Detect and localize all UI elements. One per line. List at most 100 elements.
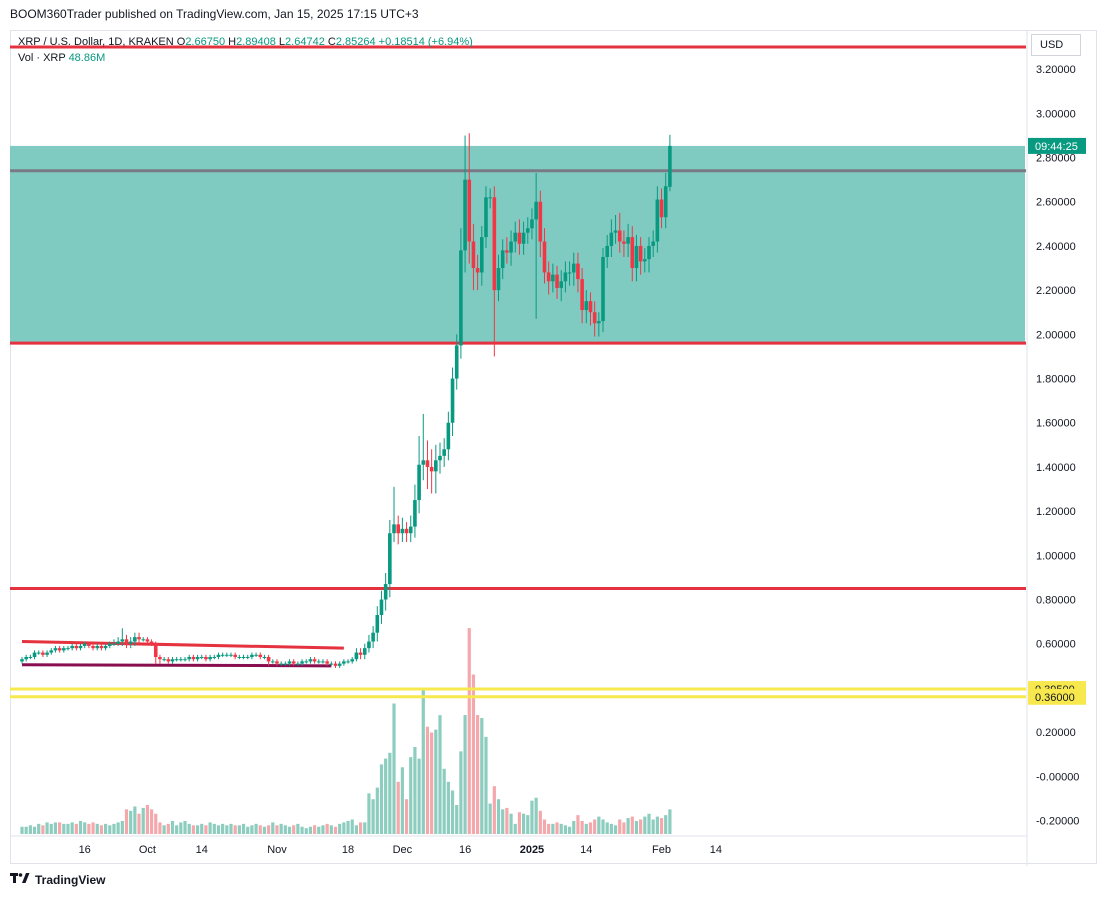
tradingview-logo-icon: [10, 872, 30, 887]
volume-bar: [555, 822, 559, 834]
candle-body: [66, 648, 70, 650]
x-tick-label: Nov: [267, 844, 287, 856]
volume-bar: [137, 813, 141, 834]
candle-body: [346, 661, 350, 663]
candle-body: [99, 645, 104, 649]
volume-bar: [300, 826, 304, 834]
candle-body: [45, 652, 49, 655]
volume-bar: [442, 768, 446, 834]
volume-legend: Vol · XRP 48.86M: [18, 52, 105, 64]
candle-body: [204, 656, 208, 660]
volume-bar: [655, 816, 659, 834]
volume-label[interactable]: Vol · XRP: [18, 52, 66, 64]
volume-bar: [208, 822, 212, 834]
volume-bar: [74, 823, 78, 834]
open-label: O: [176, 36, 186, 48]
supply-zone: [10, 145, 1025, 344]
volume-bar: [392, 703, 396, 834]
volume-bar: [78, 820, 83, 834]
candle-body: [496, 268, 501, 291]
candle-body: [275, 661, 279, 664]
candle-body: [350, 659, 355, 662]
volume-bar: [120, 820, 124, 834]
volume-bar: [216, 825, 221, 834]
candle-body: [308, 659, 313, 662]
volume-bar: [195, 825, 200, 834]
volume-bar: [346, 820, 350, 834]
volume-bar: [509, 813, 513, 834]
candle-body: [191, 656, 196, 660]
volume-bar: [116, 822, 120, 834]
volume-bar: [434, 729, 438, 834]
volume-bar: [37, 823, 41, 834]
candle-body: [149, 641, 154, 644]
y-tick-label: 2.00000: [1036, 329, 1076, 341]
candle-body: [584, 301, 589, 311]
footer-brand[interactable]: TradingView: [10, 872, 105, 887]
candle-body: [392, 524, 396, 534]
y-tick-label: 2.80000: [1036, 153, 1076, 165]
y-tick-label: 0.80000: [1036, 595, 1076, 607]
volume-bar: [639, 819, 643, 834]
volume-bar: [329, 825, 333, 834]
x-tick-label: Oct: [139, 844, 156, 856]
candle-body: [53, 648, 58, 651]
volume-bar: [459, 751, 463, 834]
volume-bar: [212, 823, 216, 834]
volume-bar: [651, 819, 655, 834]
volume-bar: [501, 809, 505, 834]
candle-body: [634, 245, 639, 269]
currency-button[interactable]: USD: [1031, 34, 1081, 56]
candle-body: [225, 654, 229, 656]
candle-body: [517, 232, 522, 244]
y-tick-label: 2.60000: [1036, 197, 1076, 209]
price-label-box: [1028, 688, 1086, 705]
candle-body: [20, 659, 24, 662]
volume-bar: [66, 823, 70, 834]
candle-body: [404, 528, 409, 534]
candle-body: [442, 449, 446, 456]
candle-body: [559, 281, 564, 288]
x-tick-label: 14: [710, 844, 722, 856]
candle-body: [70, 645, 74, 649]
candle-body: [24, 656, 28, 660]
volume-value: 48.86M: [68, 52, 106, 64]
candle-body: [446, 422, 451, 450]
candle-body: [316, 661, 321, 663]
x-tick-label: Dec: [393, 844, 413, 856]
candle-body: [605, 245, 609, 257]
candle-body: [300, 661, 304, 664]
candle-body: [534, 201, 538, 220]
candle-body: [233, 654, 237, 657]
volume-bar: [417, 758, 421, 834]
candle-body: [179, 659, 183, 661]
x-tick-label: 14: [580, 844, 592, 856]
volume-bar: [563, 825, 567, 834]
volume-bar: [572, 820, 576, 834]
candle-body: [571, 263, 576, 273]
volume-bar: [522, 813, 526, 834]
volume-bar: [170, 820, 175, 834]
volume-bar: [162, 825, 166, 834]
candle-body: [555, 274, 559, 288]
x-tick-label: 18: [342, 844, 354, 856]
volume-bar: [409, 757, 413, 834]
volume-bar: [296, 823, 300, 834]
candle-body: [103, 645, 108, 649]
candle-body: [245, 656, 250, 658]
volume-bar: [313, 825, 317, 834]
volume-bar: [609, 823, 613, 834]
y-tick-label: 2.40000: [1036, 241, 1076, 253]
volume-bar: [446, 781, 450, 834]
candle-body: [266, 656, 271, 662]
volume-bar: [601, 819, 605, 834]
candle-body: [609, 232, 614, 246]
candle-body: [291, 661, 296, 664]
volume-bar: [124, 809, 129, 834]
candle-body: [567, 272, 572, 274]
symbol-label[interactable]: XRP / U.S. Dollar, 1D, KRAKEN: [18, 36, 174, 48]
volume-bar: [83, 822, 87, 834]
volume-bar: [476, 715, 480, 834]
price-label-box: [1028, 137, 1086, 154]
